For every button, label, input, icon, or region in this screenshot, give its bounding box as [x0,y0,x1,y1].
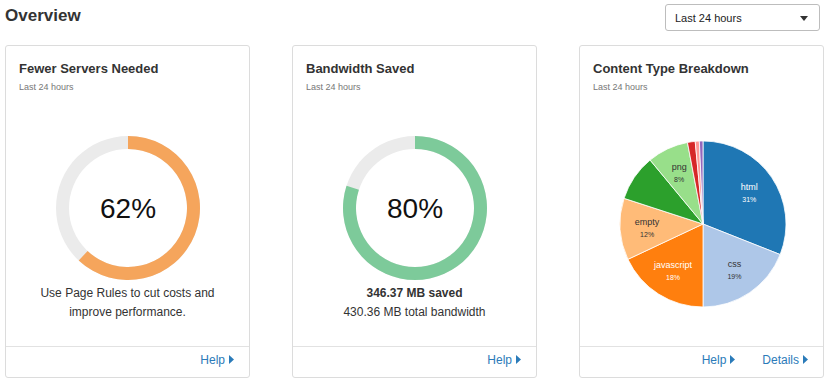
link-arrow-icon [803,355,808,364]
card-links: Help [174,353,235,367]
annotations: Use Page Rules to cut costs and improve … [28,284,228,322]
link-arrow [730,355,736,364]
slice-category: html [741,182,758,192]
slice-category: empty [635,217,660,227]
slice-value: 31% [742,196,756,203]
link[interactable]: Help [487,353,522,367]
slices [620,141,786,307]
link-text[interactable]: Details [762,353,799,367]
pie-slice [703,224,780,307]
gauge-arc [79,136,200,280]
card-subtitle: Last 24 hours [593,82,648,92]
chart-svg: 62% [6,46,249,377]
link-arrow [803,355,809,364]
slice-labels: html 31% css 19% javascript 18% empty 12% png 8% [635,162,758,281]
period-select[interactable]: Last 24 hours [665,4,820,31]
slice-category: javascript [653,260,693,270]
card-title: Bandwidth Saved [306,61,414,76]
link-arrow-icon [516,355,521,364]
card-subtitle: Last 24 hours [19,82,74,92]
slice-value: 18% [666,274,680,281]
card: 80% Bandwidth Saved Last 24 hours 346.37 MB… [292,45,537,378]
slice-category: css [728,259,742,269]
card-subtitle: Last 24 hours [306,82,361,92]
pie: html 31% css 19% javascript 18% empty 12% png 8% [620,141,786,307]
pie-slice [695,141,703,224]
period-select-text[interactable]: Last 24 hours [675,12,742,24]
slice-value: 8% [674,176,684,183]
card: html 31% css 19% javascript 18% empty 12% png 8% C… [579,45,824,378]
link-text[interactable]: Help [200,353,225,367]
gauge: 80% [343,136,487,280]
link[interactable]: Help [200,353,235,367]
page-title: Overview [5,6,81,26]
select-caret-icon [800,16,808,21]
gauge-track [343,136,487,280]
gauge-arc [343,136,487,280]
chart-svg: 80% [293,46,536,377]
link-text[interactable]: Help [702,353,727,367]
gauge: 62% [56,136,200,280]
annotations: 346.37 MB saved430.36 MB total bandwidth [293,284,536,322]
gauge-track [56,136,200,280]
card-divider [580,346,823,347]
card-links: Help Details [676,353,809,367]
link[interactable]: Details [762,353,809,367]
gauge-label: 62% [100,193,156,224]
chart-svg: html 31% css 19% javascript 18% empty 12% png 8% [580,46,823,377]
annotation: 430.36 MB total bandwidth [293,303,536,322]
pie-slice [687,141,703,224]
card-divider [293,346,536,347]
annotation: Use Page Rules to cut costs and improve … [28,284,228,322]
card-title: Content Type Breakdown [593,61,749,76]
link-arrow [516,355,522,364]
link-text[interactable]: Help [487,353,512,367]
select-caret [800,16,810,22]
link[interactable]: Help [702,353,737,367]
slice-value: 12% [640,231,654,238]
card-links: Help [461,353,522,367]
card-title: Fewer Servers Needed [19,61,158,76]
slice-value: 19% [727,273,741,280]
link-arrow-icon [229,355,234,364]
annotation: 346.37 MB saved [293,284,536,303]
link-arrow [229,355,235,364]
slice-category: png [672,162,687,172]
card-divider [6,346,249,347]
card: 62% Fewer Servers Needed Last 24 hours Use … [5,45,250,378]
pie-slice [699,141,703,224]
link-arrow-icon [730,355,735,364]
gauge-label: 80% [387,193,443,224]
